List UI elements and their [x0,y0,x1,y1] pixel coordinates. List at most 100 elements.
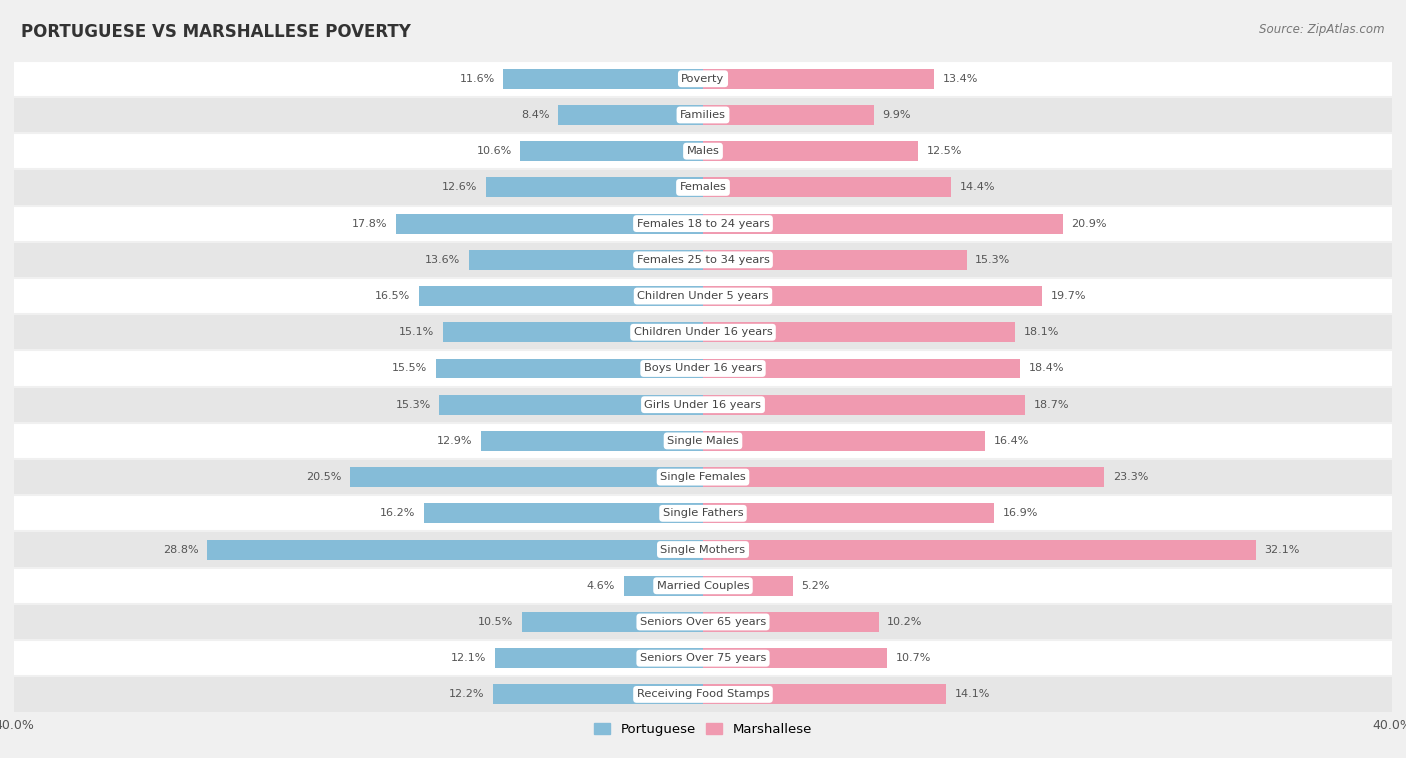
Text: Children Under 16 years: Children Under 16 years [634,327,772,337]
Bar [703,322,1015,342]
Bar [703,105,873,125]
Bar [522,612,703,632]
Bar [703,576,793,596]
Text: Seniors Over 75 years: Seniors Over 75 years [640,653,766,663]
Text: Boys Under 16 years: Boys Under 16 years [644,364,762,374]
Text: 18.1%: 18.1% [1024,327,1059,337]
Text: 23.3%: 23.3% [1114,472,1149,482]
Text: 9.9%: 9.9% [882,110,911,120]
Text: PORTUGUESE VS MARSHALLESE POVERTY: PORTUGUESE VS MARSHALLESE POVERTY [21,23,411,41]
Bar [443,322,703,342]
FancyBboxPatch shape [14,568,1392,604]
Text: 20.5%: 20.5% [307,472,342,482]
Text: Single Fathers: Single Fathers [662,509,744,518]
Text: 15.3%: 15.3% [395,399,430,409]
Text: Families: Families [681,110,725,120]
Bar [425,503,703,523]
FancyBboxPatch shape [14,387,1392,423]
Text: 12.5%: 12.5% [927,146,962,156]
Text: 16.2%: 16.2% [380,509,415,518]
FancyBboxPatch shape [14,314,1392,350]
Text: Children Under 5 years: Children Under 5 years [637,291,769,301]
Text: Females 25 to 34 years: Females 25 to 34 years [637,255,769,265]
Text: 12.2%: 12.2% [449,690,484,700]
Text: 4.6%: 4.6% [586,581,616,590]
Text: 18.4%: 18.4% [1029,364,1064,374]
Bar [436,359,703,378]
FancyBboxPatch shape [14,531,1392,568]
Text: 13.4%: 13.4% [942,74,977,83]
FancyBboxPatch shape [14,97,1392,133]
Text: 16.5%: 16.5% [375,291,411,301]
Bar [207,540,703,559]
Text: Poverty: Poverty [682,74,724,83]
Text: 10.6%: 10.6% [477,146,512,156]
FancyBboxPatch shape [14,495,1392,531]
Bar [703,141,918,161]
Text: Males: Males [686,146,720,156]
Bar [703,286,1042,306]
Bar [703,69,934,89]
Text: 8.4%: 8.4% [522,110,550,120]
Text: 16.9%: 16.9% [1002,509,1038,518]
Text: 10.5%: 10.5% [478,617,513,627]
Bar [703,684,946,704]
Bar [503,69,703,89]
Bar [494,684,703,704]
FancyBboxPatch shape [14,459,1392,495]
Bar [703,467,1104,487]
FancyBboxPatch shape [14,133,1392,169]
Text: 17.8%: 17.8% [353,218,388,229]
FancyBboxPatch shape [14,205,1392,242]
Text: Females: Females [679,183,727,193]
Legend: Portuguese, Marshallese: Portuguese, Marshallese [589,718,817,742]
Text: 15.1%: 15.1% [399,327,434,337]
Bar [440,395,703,415]
Bar [558,105,703,125]
FancyBboxPatch shape [14,242,1392,278]
Text: Receiving Food Stamps: Receiving Food Stamps [637,690,769,700]
Text: 12.9%: 12.9% [437,436,472,446]
Bar [703,540,1256,559]
FancyBboxPatch shape [14,61,1392,97]
Text: 28.8%: 28.8% [163,544,198,555]
Bar [481,431,703,451]
Bar [703,503,994,523]
Text: Source: ZipAtlas.com: Source: ZipAtlas.com [1260,23,1385,36]
Bar [703,395,1025,415]
FancyBboxPatch shape [14,169,1392,205]
Bar [396,214,703,233]
Text: 12.6%: 12.6% [441,183,478,193]
Text: 15.5%: 15.5% [392,364,427,374]
Text: Single Females: Single Females [661,472,745,482]
Text: 11.6%: 11.6% [460,74,495,83]
FancyBboxPatch shape [14,604,1392,640]
Bar [624,576,703,596]
Text: 15.3%: 15.3% [976,255,1011,265]
FancyBboxPatch shape [14,423,1392,459]
Bar [468,250,703,270]
Text: 14.1%: 14.1% [955,690,990,700]
Text: 10.7%: 10.7% [896,653,931,663]
Text: 20.9%: 20.9% [1071,218,1107,229]
Bar [486,177,703,197]
Bar [703,431,986,451]
Text: 13.6%: 13.6% [425,255,460,265]
FancyBboxPatch shape [14,350,1392,387]
Bar [703,214,1063,233]
Text: Single Mothers: Single Mothers [661,544,745,555]
Bar [703,612,879,632]
Bar [703,177,950,197]
Text: Females 18 to 24 years: Females 18 to 24 years [637,218,769,229]
Bar [520,141,703,161]
FancyBboxPatch shape [14,640,1392,676]
Text: Married Couples: Married Couples [657,581,749,590]
Text: 5.2%: 5.2% [801,581,830,590]
Bar [495,648,703,668]
FancyBboxPatch shape [14,278,1392,314]
Bar [419,286,703,306]
Text: 19.7%: 19.7% [1050,291,1087,301]
Text: 12.1%: 12.1% [450,653,486,663]
Text: 32.1%: 32.1% [1264,544,1301,555]
Bar [703,359,1019,378]
